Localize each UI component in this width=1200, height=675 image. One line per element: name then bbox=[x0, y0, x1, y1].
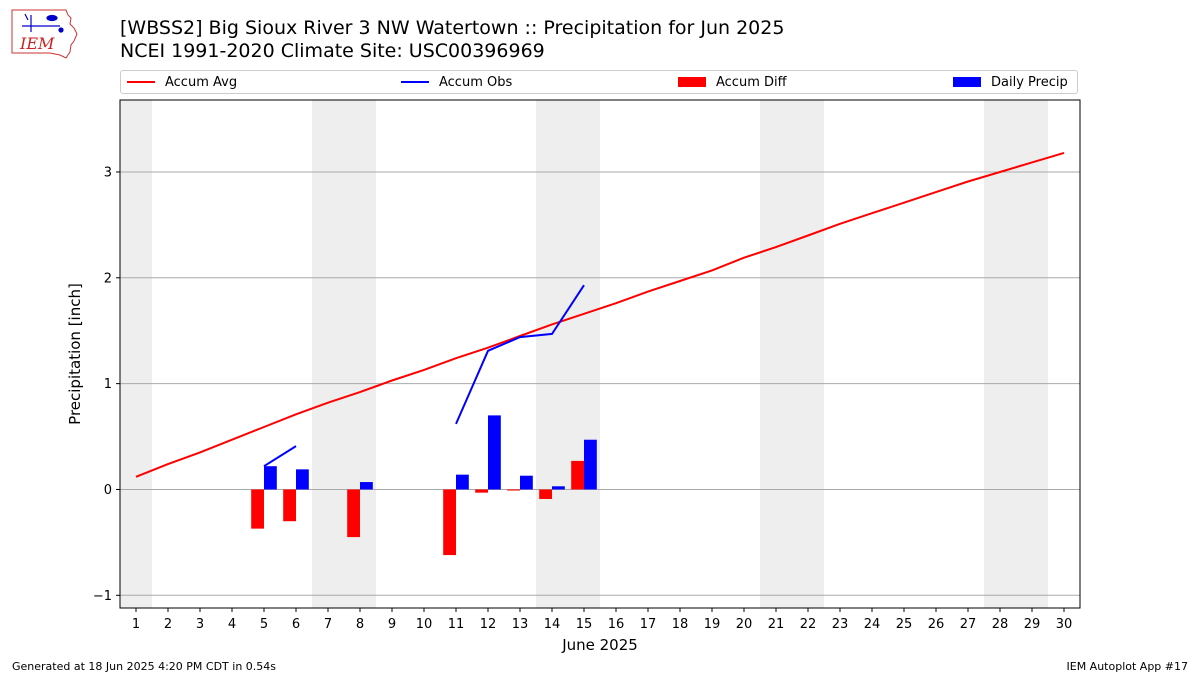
x-tick-label: 15 bbox=[576, 617, 593, 632]
daily-precip-bar bbox=[552, 486, 565, 490]
chart-title: [WBSS2] Big Sioux River 3 NW Watertown :… bbox=[120, 17, 785, 39]
accum-diff-bar bbox=[571, 460, 584, 490]
legend-label: Accum Avg bbox=[165, 74, 238, 90]
x-tick-label: 5 bbox=[260, 617, 268, 632]
generated-timestamp: Generated at 18 Jun 2025 4:20 PM CDT in … bbox=[12, 660, 277, 673]
plot-frame bbox=[119, 99, 1081, 609]
accum-diff-bar bbox=[539, 489, 552, 499]
daily-precip-bar bbox=[520, 475, 533, 490]
y-tick-label: −1 bbox=[93, 589, 112, 604]
accum-diff-bar bbox=[507, 489, 520, 491]
y-axis-label: Precipitation [inch] bbox=[66, 283, 84, 425]
gridlines bbox=[120, 171, 1080, 596]
x-tick-label: 14 bbox=[544, 617, 561, 632]
legend-label: Accum Diff bbox=[716, 74, 787, 90]
daily-precip-bar bbox=[360, 482, 373, 490]
x-tick-label: 18 bbox=[672, 617, 689, 632]
x-tick-label: 12 bbox=[480, 617, 497, 632]
legend-item-accum-diff: Accum Diff bbox=[678, 74, 787, 90]
iem-logo: IEM bbox=[11, 9, 78, 59]
weekend-shading bbox=[120, 100, 1048, 608]
weekend-shade-band bbox=[792, 100, 824, 608]
weekend-shade-band bbox=[760, 100, 792, 608]
x-tick-label: 29 bbox=[1024, 617, 1041, 632]
bars bbox=[251, 415, 597, 556]
logo-text: IEM bbox=[19, 34, 55, 53]
x-tick-label: 25 bbox=[896, 617, 913, 632]
y-tick-label: 1 bbox=[104, 377, 112, 392]
legend-item-daily-precip: Daily Precip bbox=[953, 74, 1068, 90]
iowa-outline-icon bbox=[11, 9, 78, 59]
lines bbox=[135, 151, 1065, 478]
x-tick-label: 1 bbox=[132, 617, 140, 632]
daily-precip-bar bbox=[296, 469, 309, 490]
legend-swatch bbox=[401, 81, 429, 83]
y-tick-label: 0 bbox=[104, 483, 112, 498]
x-tick-label: 11 bbox=[448, 617, 465, 632]
daily-precip-bar bbox=[488, 415, 501, 490]
x-tick-label: 19 bbox=[704, 617, 721, 632]
app-credit: IEM Autoplot App #17 bbox=[1066, 660, 1189, 673]
x-tick-label: 4 bbox=[228, 617, 236, 632]
x-tick-label: 28 bbox=[992, 617, 1009, 632]
weekend-shade-band bbox=[984, 100, 1016, 608]
daily-precip-bar bbox=[456, 474, 469, 490]
x-tick-label: 27 bbox=[960, 617, 977, 632]
legend-item-accum-obs: Accum Obs bbox=[401, 74, 512, 90]
accum-obs-line bbox=[263, 445, 297, 468]
chart-subtitle: NCEI 1991-2020 Climate Site: USC00396969 bbox=[120, 40, 545, 62]
x-tick-label: 24 bbox=[864, 617, 881, 632]
weekend-shade-band bbox=[536, 100, 568, 608]
x-tick-label: 9 bbox=[388, 617, 396, 632]
x-tick-label: 30 bbox=[1056, 617, 1073, 632]
accum-avg-line bbox=[135, 151, 1065, 478]
weekend-shade-band bbox=[568, 100, 600, 608]
x-tick-label: 22 bbox=[800, 617, 817, 632]
x-tick-label: 8 bbox=[356, 617, 364, 632]
legend-label: Daily Precip bbox=[991, 74, 1068, 90]
weekend-shade-band bbox=[1016, 100, 1048, 608]
x-tick-label: 7 bbox=[324, 617, 332, 632]
chart-legend: Accum Avg Accum Obs Accum Diff Daily Pre… bbox=[120, 70, 1078, 94]
x-tick-label: 17 bbox=[640, 617, 657, 632]
daily-precip-bar bbox=[264, 466, 277, 490]
x-tick-label: 13 bbox=[512, 617, 529, 632]
y-tick-label: 2 bbox=[104, 271, 112, 286]
x-tick-label: 21 bbox=[768, 617, 785, 632]
y-tick-label: 3 bbox=[104, 165, 112, 180]
accum-diff-bar bbox=[475, 489, 488, 493]
legend-swatch bbox=[953, 77, 981, 87]
x-tick-label: 10 bbox=[416, 617, 433, 632]
legend-item-accum-avg: Accum Avg bbox=[127, 74, 237, 90]
x-tick-label: 3 bbox=[196, 617, 204, 632]
legend-label: Accum Obs bbox=[439, 74, 513, 90]
legend-swatch bbox=[678, 77, 706, 87]
x-tick-label: 23 bbox=[832, 617, 849, 632]
accum-obs-line bbox=[455, 284, 585, 425]
x-tick-label: 20 bbox=[736, 617, 753, 632]
accum-diff-bar bbox=[251, 489, 264, 529]
accum-diff-bar bbox=[347, 489, 360, 538]
weekend-shade-band bbox=[120, 100, 152, 608]
weather-station-icon bbox=[22, 13, 64, 33]
accum-diff-bar bbox=[443, 489, 456, 556]
weekend-shade-band bbox=[312, 100, 344, 608]
daily-precip-bar bbox=[584, 439, 597, 490]
x-tick-label: 2 bbox=[164, 617, 172, 632]
x-axis-label: June 2025 bbox=[561, 636, 638, 654]
x-tick-label: 26 bbox=[928, 617, 945, 632]
legend-swatch bbox=[127, 81, 155, 83]
accum-diff-bar bbox=[283, 489, 296, 522]
x-tick-label: 6 bbox=[292, 617, 300, 632]
x-tick-label: 16 bbox=[608, 617, 625, 632]
